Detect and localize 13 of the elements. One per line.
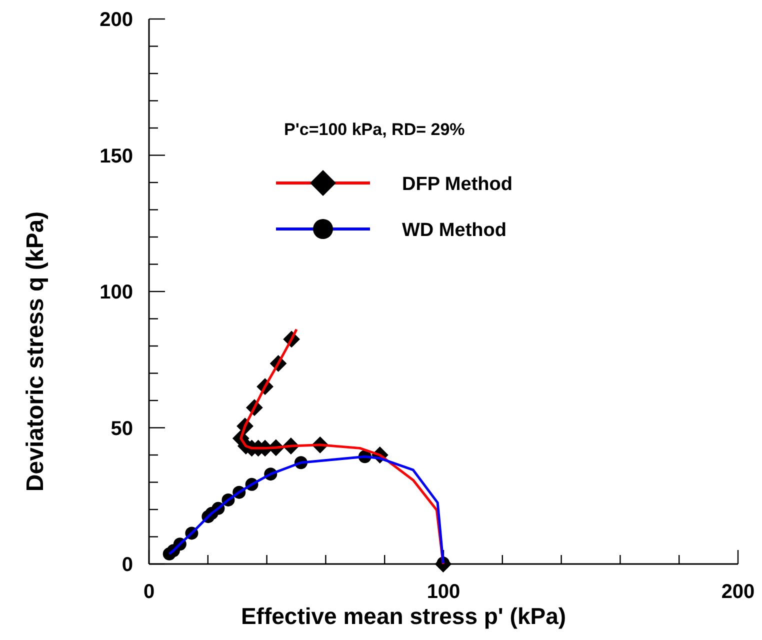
x-tick-label: 100: [426, 581, 460, 603]
y-tick-label: 200: [100, 9, 133, 31]
y-tick-label: 150: [100, 145, 133, 168]
y-tick-label: 100: [100, 282, 133, 304]
y-tick-label: 0: [122, 554, 133, 576]
x-tick-label: 0: [143, 581, 155, 603]
x-axis-title: Effective mean stress p' (kPa): [240, 603, 566, 629]
legend-label: WD Method: [402, 220, 506, 241]
x-tick-label: 200: [721, 581, 755, 603]
y-axis-title: Deviatoric stress q (kPa): [22, 211, 49, 492]
y-tick-label: 50: [110, 418, 133, 440]
legend-label: DFP Method: [402, 174, 512, 195]
annotation: P'c=100 kPa, RD= 29%: [284, 120, 465, 139]
